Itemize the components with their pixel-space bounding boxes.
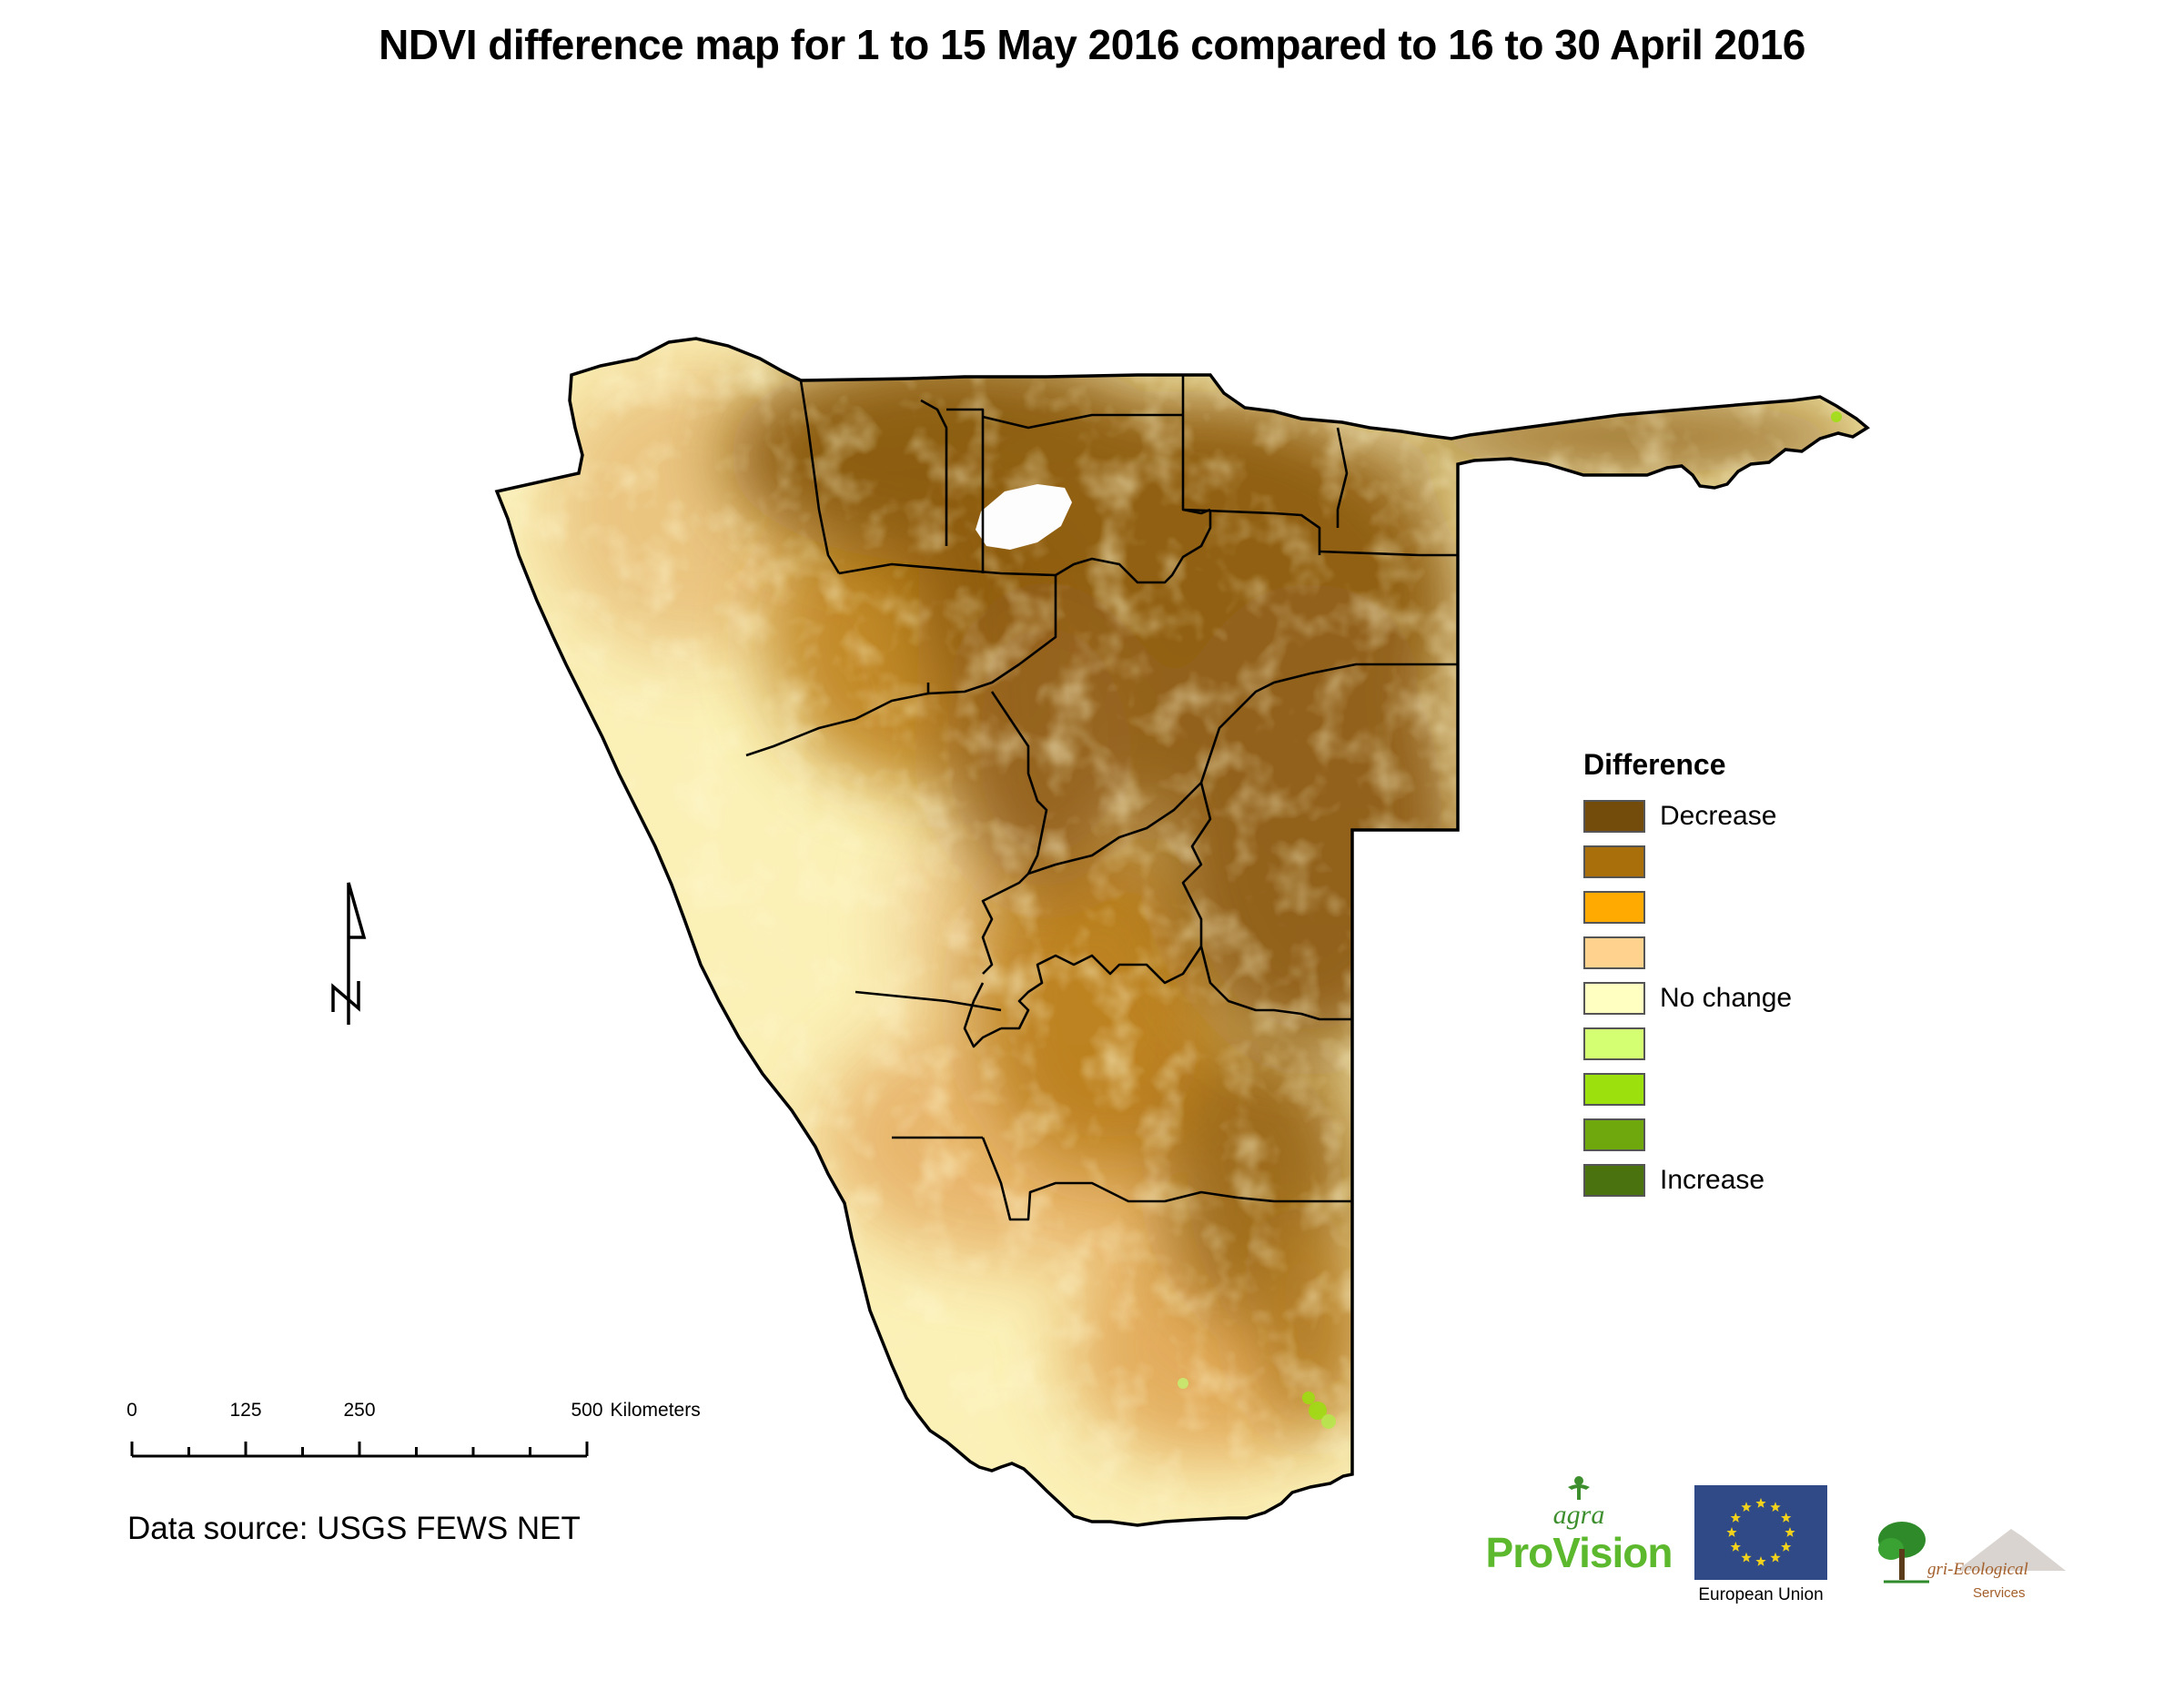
- eu-label: European Union: [1698, 1585, 1824, 1604]
- agri-ecological-text: gri-Ecological: [1927, 1560, 2028, 1579]
- legend-swatch: [1583, 1118, 1645, 1151]
- legend-title: Difference: [1583, 748, 1726, 781]
- legend-item-4: [1583, 933, 1911, 978]
- eu-star-icon: [1770, 1552, 1781, 1563]
- agri-services-text: Services: [1973, 1585, 2026, 1601]
- agri-ecological-logo: gri-Ecological Services: [1875, 1516, 2075, 1616]
- european-union-logo: European Union: [1694, 1485, 1827, 1605]
- scale-label-125: 125: [229, 1400, 262, 1421]
- legend-swatch: [1583, 800, 1645, 833]
- legend-swatch: [1583, 936, 1645, 969]
- agri-tree-icon: [1878, 1522, 2066, 1584]
- legend: Difference Decrease No change Increase: [1583, 748, 1911, 1206]
- legend-swatch: [1583, 845, 1645, 878]
- eu-star-icon: [1741, 1502, 1752, 1513]
- agra-figure-icon: [1568, 1476, 1590, 1500]
- legend-item-no-change: No change: [1583, 978, 1911, 1024]
- legend-item-3: [1583, 887, 1911, 933]
- agra-word: agra: [1552, 1500, 1605, 1530]
- map-title: NDVI difference map for 1 to 15 May 2016…: [379, 21, 1805, 68]
- legend-label: No change: [1660, 983, 1793, 1013]
- legend-item-8: [1583, 1115, 1911, 1160]
- legend-item-2: [1583, 842, 1911, 887]
- legend-swatch: [1583, 891, 1645, 924]
- legend-item-6: [1583, 1024, 1911, 1069]
- eu-star-icon: [1785, 1527, 1795, 1537]
- scale-unit: Kilometers: [610, 1400, 701, 1421]
- scale-bar-labels: 0 125 250 500 Kilometers: [118, 1400, 755, 1431]
- etosha-pan: [976, 484, 1072, 550]
- legend-label: Decrease: [1660, 801, 1777, 831]
- provision-pro: Pro: [1485, 1529, 1554, 1576]
- eu-star-icon: [1726, 1527, 1737, 1537]
- legend-label: Increase: [1660, 1165, 1765, 1195]
- eu-star-icon: [1741, 1552, 1752, 1563]
- region-boundaries: [745, 375, 1458, 1221]
- legend-swatch: [1583, 1164, 1645, 1197]
- eu-star-icon: [1770, 1502, 1781, 1513]
- eu-flag-icon: [1694, 1485, 1827, 1580]
- legend-swatch: [1583, 982, 1645, 1015]
- scale-label-500: 500: [571, 1400, 603, 1421]
- legend-swatch: [1583, 1027, 1645, 1060]
- scale-label-250: 250: [343, 1400, 376, 1421]
- eu-star-icon: [1755, 1498, 1766, 1508]
- provision-vision: Vision: [1552, 1529, 1673, 1576]
- eu-star-icon: [1755, 1556, 1766, 1566]
- scale-bar: [130, 1442, 589, 1458]
- provision-word: ProVision: [1483, 1529, 1674, 1576]
- legend-swatch: [1583, 1073, 1645, 1106]
- scale-label-0: 0: [126, 1400, 137, 1421]
- north-arrow-icon: [331, 882, 367, 1025]
- data-source: Data source: USGS FEWS NET: [127, 1511, 581, 1546]
- agra-provision-logo: agra ProVision: [1483, 1474, 1674, 1584]
- legend-item-decrease: Decrease: [1583, 796, 1911, 842]
- legend-item-7: [1583, 1069, 1911, 1115]
- eu-star-icon: [1730, 1513, 1741, 1523]
- eu-star-icon: [1781, 1542, 1792, 1552]
- eu-star-icon: [1730, 1542, 1741, 1552]
- eu-star-icon: [1781, 1513, 1792, 1523]
- legend-item-increase: Increase: [1583, 1160, 1911, 1206]
